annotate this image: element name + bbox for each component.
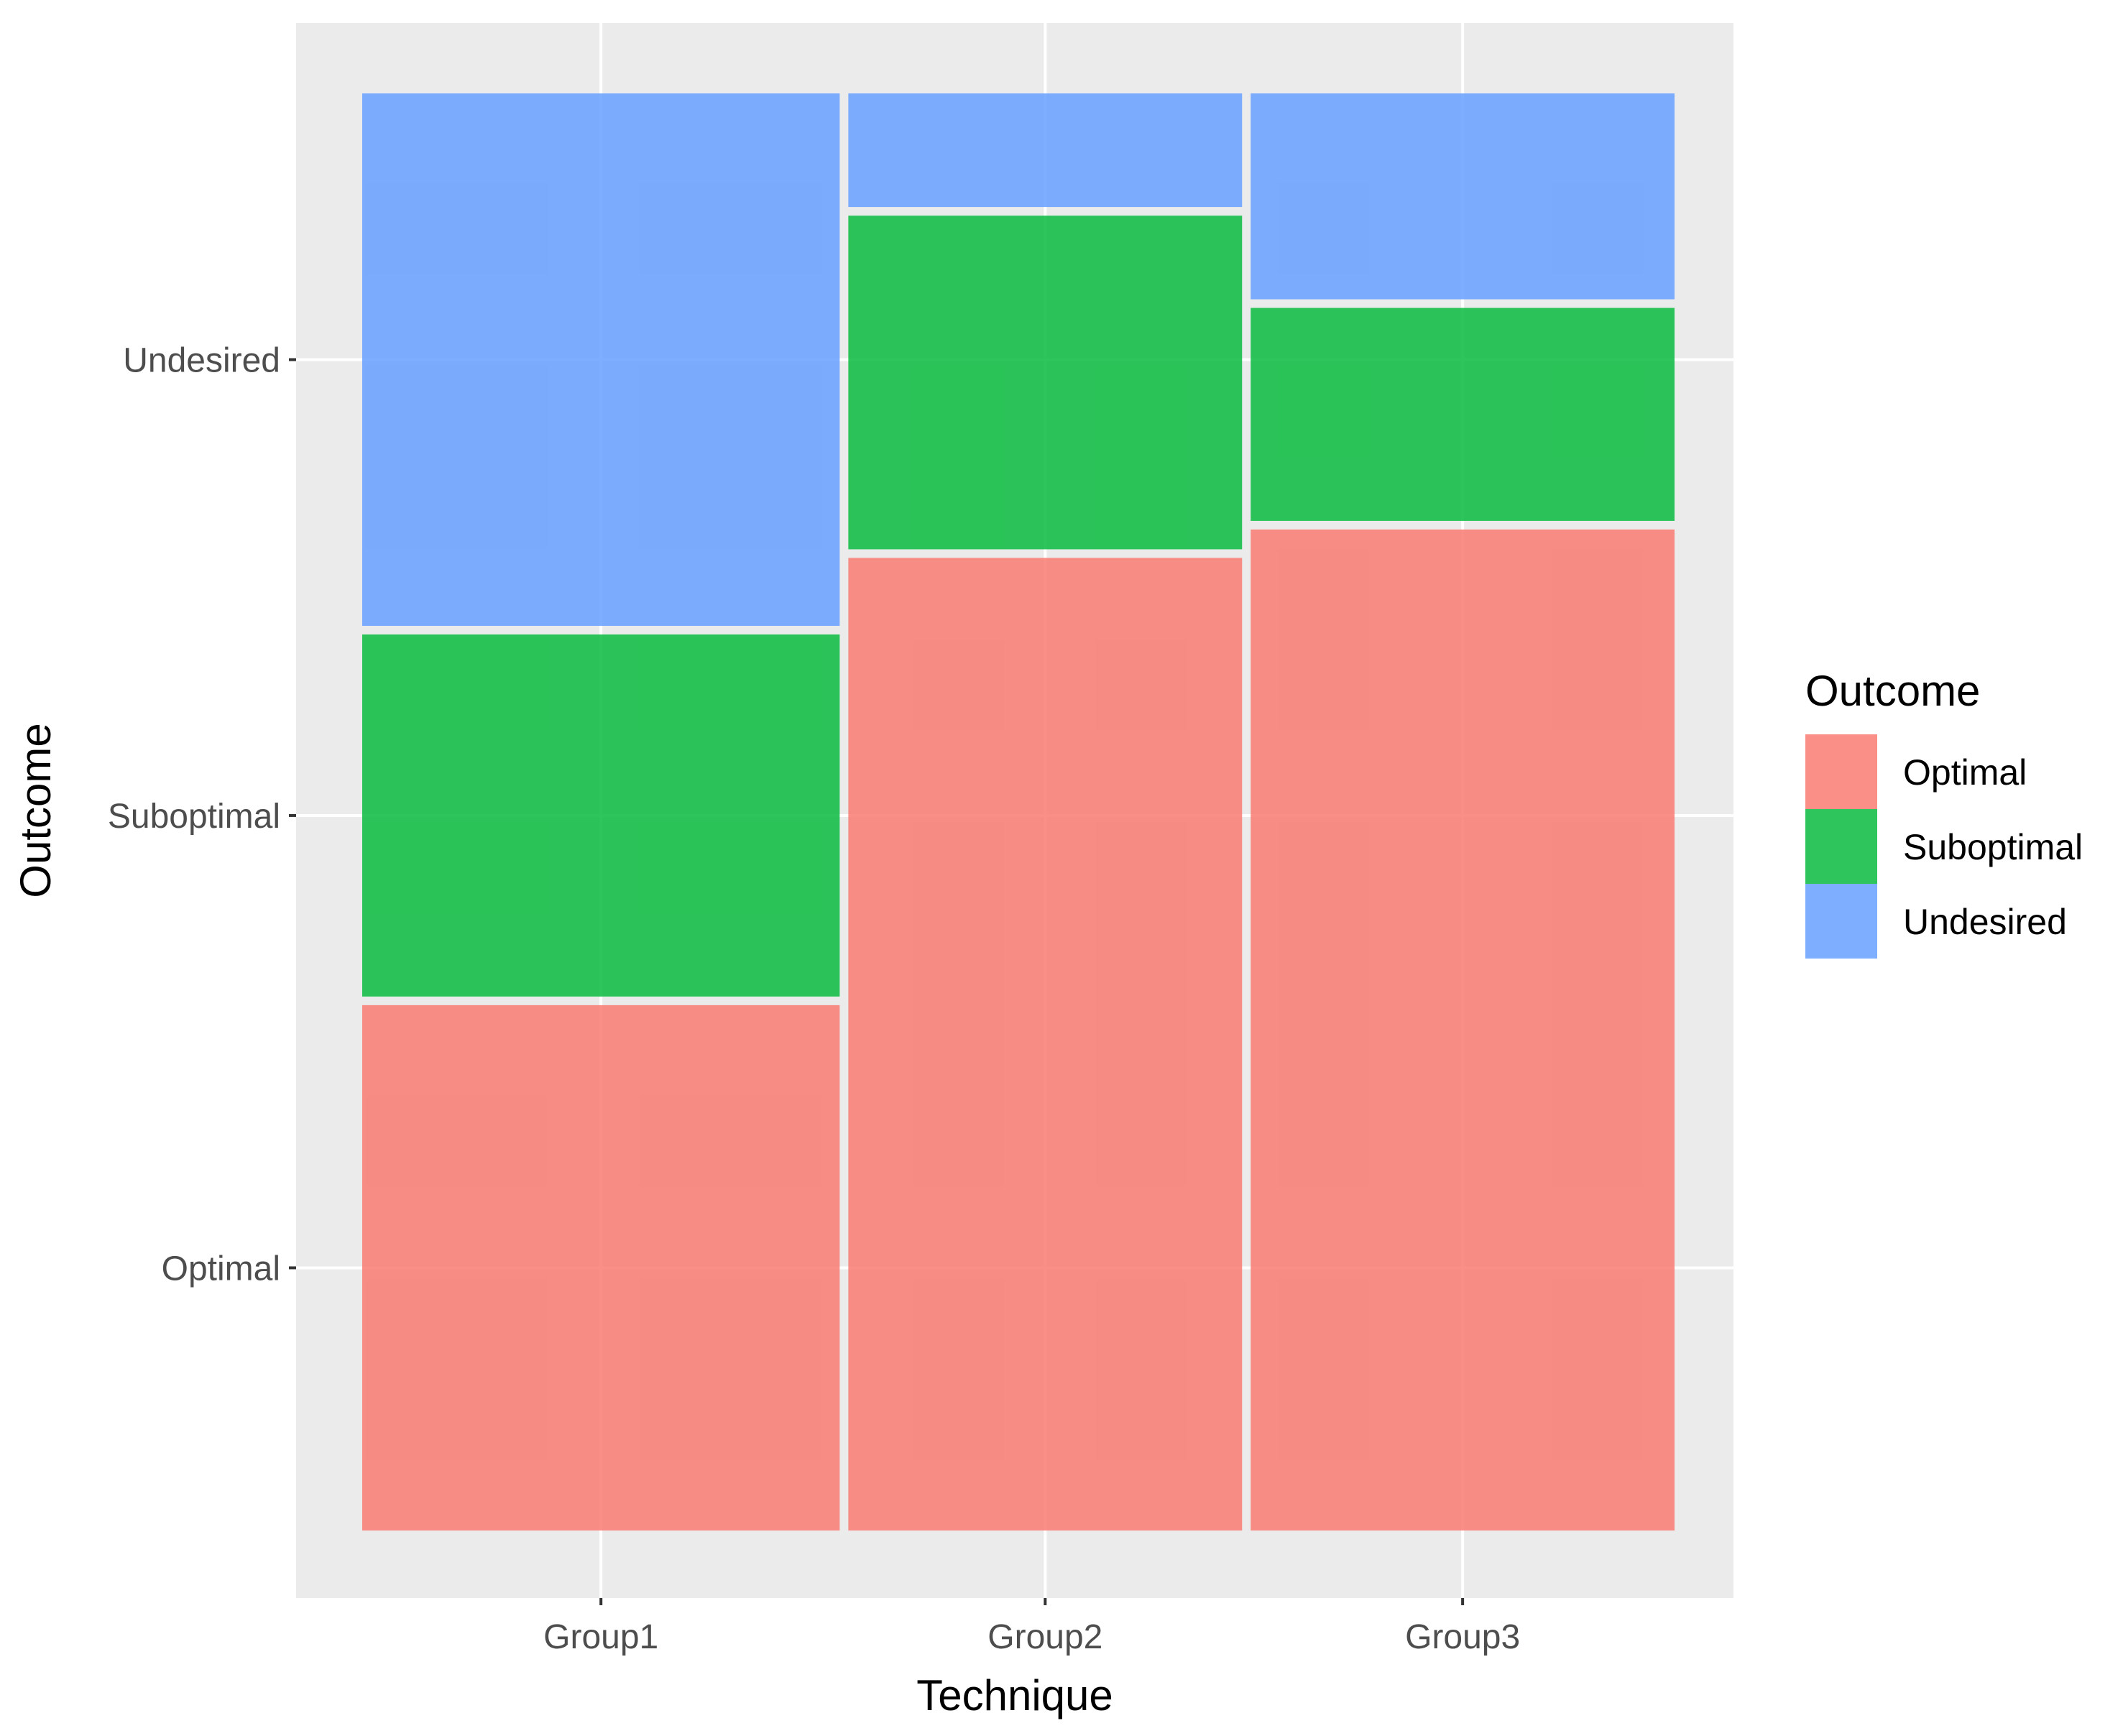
y-tick-label: Suboptimal — [108, 798, 280, 836]
mosaic-tile-group3-optimal — [1251, 529, 1675, 1531]
mosaic-tile-group2-undesired — [848, 93, 1243, 208]
legend-key-suboptimal — [1805, 809, 1877, 884]
legend-key-optimal — [1805, 734, 1877, 809]
legend: Outcome Optimal Suboptimal Undesired — [1805, 667, 2083, 959]
mosaic-tile-group3-suboptimal — [1251, 308, 1675, 521]
x-tick-label: Group3 — [1405, 1618, 1520, 1656]
mosaic-tile-group3-undesired — [1251, 93, 1675, 300]
mosaic-tile-group1-suboptimal — [362, 634, 840, 997]
legend-title: Outcome — [1805, 667, 1980, 715]
mosaic-tile-group1-undesired — [362, 93, 840, 626]
x-tick-label: Group1 — [543, 1618, 658, 1656]
legend-key-undesired — [1805, 884, 1877, 959]
y-tick-label: Optimal — [162, 1250, 280, 1288]
y-axis: Optimal Suboptimal Undesired — [108, 342, 296, 1288]
y-axis-title: Outcome — [11, 723, 60, 897]
x-tick-label: Group2 — [987, 1618, 1102, 1656]
legend-label: Undesired — [1903, 902, 2067, 942]
mosaic-tile-group1-optimal — [362, 1005, 840, 1530]
mosaic-tile-group2-optimal — [848, 558, 1243, 1531]
legend-label: Optimal — [1903, 752, 2027, 793]
x-axis: Group1 Group2 Group3 — [543, 1598, 1520, 1656]
x-axis-title: Technique — [916, 1671, 1113, 1719]
mosaic-tiles — [362, 93, 1675, 1531]
legend-label: Suboptimal — [1903, 827, 2083, 867]
y-tick-label: Undesired — [123, 342, 280, 380]
mosaic-tile-group2-suboptimal — [848, 216, 1243, 550]
